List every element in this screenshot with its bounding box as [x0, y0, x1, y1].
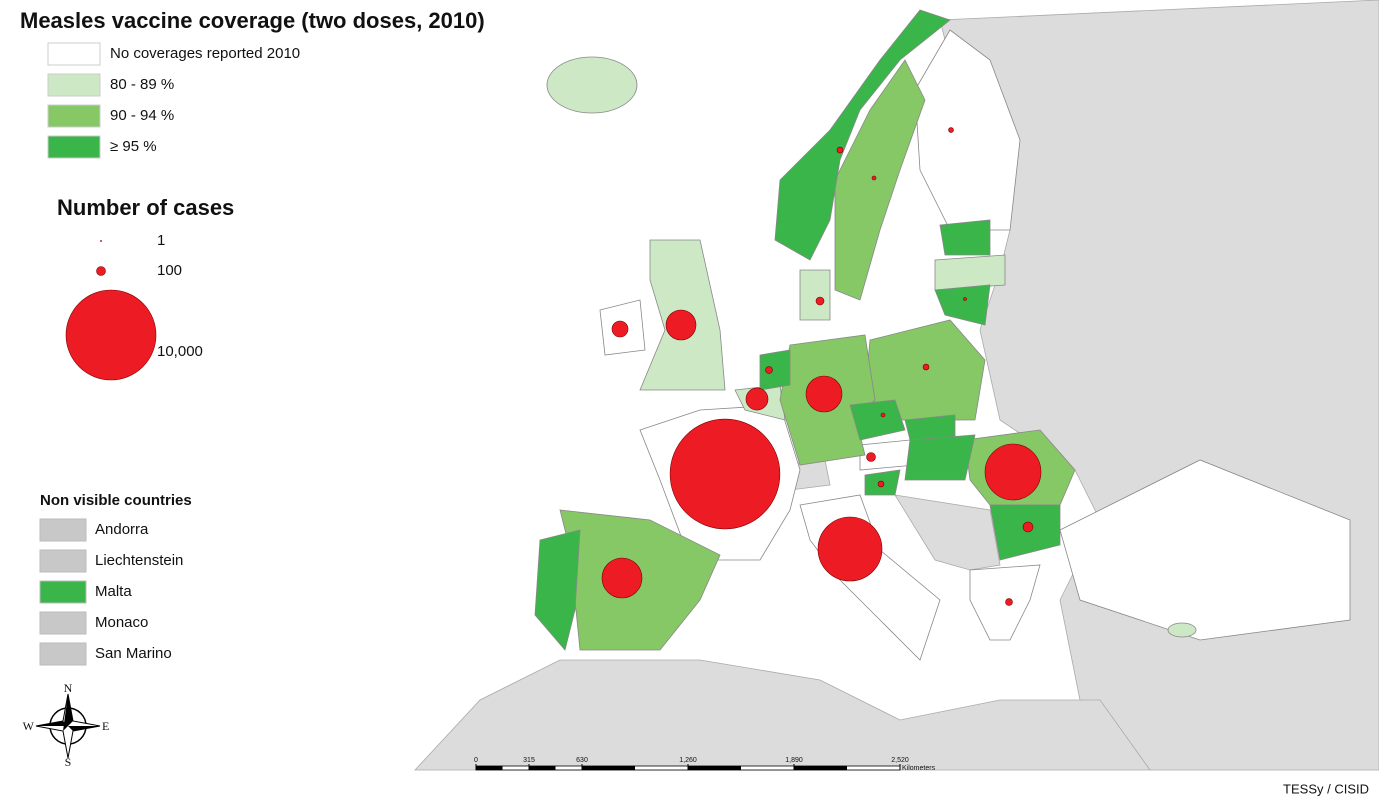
case-bubble	[805, 375, 843, 413]
scale-segment	[529, 766, 556, 770]
case-bubble	[877, 480, 885, 488]
scale-segment	[582, 766, 635, 770]
cases-legend: 1 100 10,000	[65, 232, 203, 381]
legend-swatch	[47, 104, 101, 128]
legend-bubble-label: 10,000	[157, 343, 203, 360]
compass-s: S	[65, 755, 72, 769]
case-bubble	[765, 366, 773, 374]
case-bubble	[815, 296, 825, 306]
scale-unit: Kilometers	[902, 765, 936, 772]
scale-label: 1,890	[785, 757, 803, 764]
legend-swatch	[47, 73, 101, 97]
legend-swatch	[47, 42, 101, 66]
scale-label: 315	[523, 757, 535, 764]
legend-swatch	[39, 611, 87, 635]
compass-w: W	[23, 719, 35, 733]
legend-bubble	[100, 240, 102, 242]
legend-swatch	[39, 580, 87, 604]
scale-label: 2,520	[891, 757, 909, 764]
case-bubble	[669, 418, 781, 530]
legend-swatch	[39, 549, 87, 573]
legend-bubble-label: 1	[157, 232, 165, 249]
case-bubble	[836, 146, 844, 154]
legend-swatch	[39, 518, 87, 542]
scale-label: 0	[474, 757, 478, 764]
compass: N E S W	[23, 681, 110, 769]
legend-label: 80 - 89 %	[110, 76, 174, 93]
legend-label: ≥ 95 %	[110, 138, 157, 155]
compass-n: N	[64, 681, 73, 695]
legend-bubble-label: 100	[157, 262, 182, 279]
legend-swatch	[47, 135, 101, 159]
legend-label: Liechtenstein	[95, 552, 183, 569]
scale-segment	[688, 766, 741, 770]
case-bubble	[665, 309, 697, 341]
case-bubbles	[601, 127, 1042, 606]
scale-label: 1,260	[679, 757, 697, 764]
legend-bubble	[96, 266, 106, 276]
legend-swatch	[39, 642, 87, 666]
non-visible-legend: Andorra Liechtenstein Malta Monaco San Marin…	[39, 518, 183, 666]
legend-label: No coverages reported 2010	[110, 45, 300, 62]
legend-label: San Marino	[95, 645, 172, 662]
legend-label: Monaco	[95, 614, 148, 631]
case-bubble	[922, 363, 930, 371]
legend-label: Andorra	[95, 521, 149, 538]
non-visible-title: Non visible countries	[40, 492, 192, 509]
case-bubble	[866, 452, 876, 462]
case-bubble	[871, 175, 877, 181]
case-bubble	[948, 127, 954, 133]
scale-segment	[794, 766, 847, 770]
map-title: Measles vaccine coverage (two doses, 201…	[20, 8, 485, 33]
scale-segment	[476, 766, 503, 770]
base-map	[414, 0, 1379, 771]
case-bubble	[984, 443, 1042, 501]
legend-label: 90 - 94 %	[110, 107, 174, 124]
case-bubble	[817, 516, 883, 582]
case-bubble	[880, 412, 886, 418]
legend-label: Malta	[95, 583, 132, 600]
case-bubble	[963, 297, 967, 301]
case-bubble	[1005, 598, 1013, 606]
source: TESSy / CISID	[1283, 781, 1369, 796]
case-bubble	[601, 557, 643, 599]
legend-bubble	[65, 289, 157, 381]
coverage-legend: No coverages reported 2010 80 - 89 % 90 - …	[47, 42, 300, 159]
cases-legend-title: Number of cases	[57, 195, 234, 220]
compass-e: E	[102, 719, 109, 733]
scale-label: 630	[576, 757, 588, 764]
case-bubble	[1022, 521, 1034, 533]
case-bubble	[745, 387, 769, 411]
case-bubble	[611, 320, 629, 338]
